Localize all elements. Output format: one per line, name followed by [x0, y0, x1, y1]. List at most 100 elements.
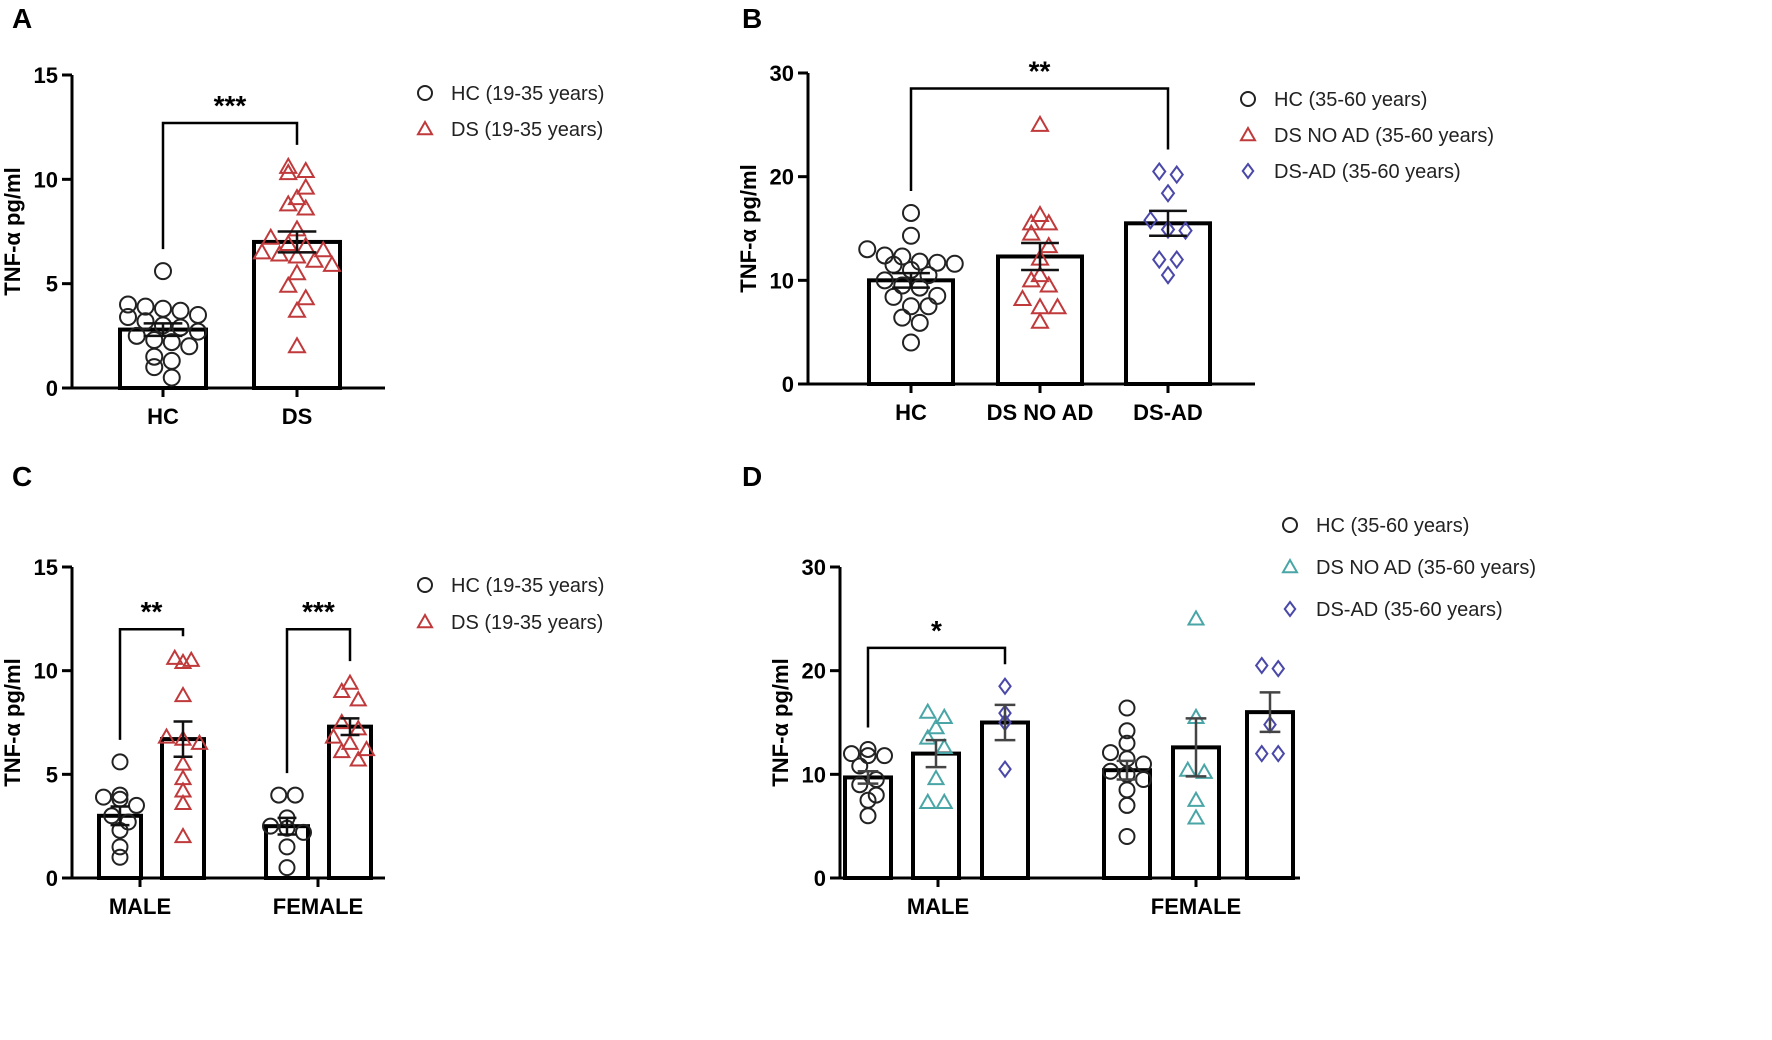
- y-axis-label: TNF-α pg/ml: [0, 167, 25, 295]
- data-point-triangle: [173, 827, 193, 844]
- data-point-circle: [1118, 699, 1136, 717]
- bar: [1124, 221, 1212, 386]
- data-point-triangle: [918, 728, 937, 745]
- legend-entry: DS-AD (35-60 years): [1316, 599, 1503, 621]
- bar-group: [1171, 609, 1221, 880]
- data-point-diamond: [1160, 219, 1176, 240]
- data-point-circle: [876, 747, 893, 765]
- data-point-circle: [154, 262, 172, 281]
- significance-bracket: [866, 646, 1007, 728]
- y-axis-label: TNF-α pg/ml: [768, 658, 793, 786]
- data-point-triangle: [190, 733, 209, 750]
- data-point-circle: [859, 740, 877, 758]
- data-point-circle: [1102, 762, 1119, 780]
- data-point-circle: [278, 859, 296, 877]
- bar-group: [157, 648, 209, 880]
- y-tick-label: 0: [46, 376, 58, 401]
- panel-a: A 0 5 10 15 TNF-α pg/ml HC DS *** HC (19-35 years…: [0, 3, 604, 429]
- data-point-triangle: [1030, 311, 1050, 329]
- significance-label: **: [141, 596, 163, 627]
- bar-group: [262, 786, 312, 881]
- bar-group: [1102, 699, 1152, 880]
- data-point-circle: [928, 286, 947, 305]
- data-point-triangle: [926, 718, 946, 735]
- data-point-triangle: [1195, 762, 1214, 779]
- y-tick-label: 15: [34, 555, 58, 580]
- data-point-circle: [884, 287, 903, 306]
- data-point-triangle: [252, 242, 272, 260]
- significance-bracket: [161, 121, 299, 250]
- data-point-triangle: [357, 739, 376, 757]
- bar-group: [324, 673, 376, 880]
- y-tick-label: 10: [802, 762, 826, 787]
- data-point-circle: [171, 301, 190, 320]
- y-tick-label: 5: [46, 762, 58, 787]
- data-point-circle: [128, 796, 145, 814]
- x-tick-label: HC: [147, 404, 179, 429]
- legend: HC (35-60 years) DS NO AD (35-60 years) DS…: [1281, 515, 1536, 621]
- data-point-circle: [180, 337, 199, 356]
- data-point-diamond: [1178, 220, 1193, 241]
- panel-b: B 0 10 20 30 TNF-α pg/ml HC DS NO AD DS-AD ** HC (…: [736, 3, 1494, 425]
- x-tick-label: FEMALE: [1151, 894, 1241, 919]
- legend: HC (19-35 years) DS (19-35 years): [416, 83, 604, 141]
- y-tick-label: 5: [46, 272, 58, 297]
- data-point-diamond: [1160, 183, 1176, 203]
- data-point-circle: [278, 838, 296, 856]
- data-point-circle: [145, 358, 164, 377]
- data-point-circle: [910, 252, 929, 271]
- data-point-triangle: [340, 673, 360, 690]
- data-point-circle: [136, 312, 155, 331]
- legend-entry: DS NO AD (35-60 years): [1274, 125, 1494, 147]
- data-point-triangle: [332, 681, 351, 699]
- data-point-triangle: [322, 254, 342, 272]
- data-point-triangle: [1030, 265, 1050, 283]
- legend-entry: HC (19-35 years): [451, 83, 604, 105]
- bar: [1245, 710, 1295, 881]
- y-tick-label: 10: [34, 659, 58, 684]
- data-point-circle: [111, 753, 129, 771]
- panel-label: D: [742, 461, 762, 492]
- data-point-triangle: [332, 712, 351, 730]
- data-point-triangle: [332, 742, 351, 759]
- data-point-diamond: [1143, 210, 1158, 230]
- bar-group: [1245, 656, 1295, 881]
- legend-diamond-icon: [1283, 600, 1297, 618]
- data-point-diamond: [998, 759, 1012, 779]
- bar-group: [996, 114, 1084, 386]
- data-point-triangle: [1030, 114, 1050, 132]
- panel-d: D 0 10 20 30 TNF-α pg/ml MALE FEMALE * HC (35-60 …: [742, 461, 1536, 919]
- legend-entry: DS (19-35 years): [451, 119, 603, 141]
- data-point-circle: [145, 331, 164, 350]
- data-point-circle: [851, 757, 869, 775]
- data-point-triangle: [1186, 609, 1206, 626]
- panel-label: B: [742, 3, 762, 34]
- legend-entry: DS NO AD (35-60 years): [1316, 557, 1536, 579]
- y-tick-label: 15: [34, 63, 58, 88]
- data-point-triangle: [182, 650, 201, 667]
- data-point-triangle: [313, 240, 333, 258]
- data-point-circle: [162, 333, 181, 352]
- data-point-circle: [1118, 734, 1136, 752]
- data-point-circle: [136, 297, 155, 316]
- legend-entry: HC (35-60 years): [1316, 515, 1469, 537]
- data-point-triangle: [173, 768, 193, 786]
- data-point-triangle: [918, 792, 937, 809]
- data-point-triangle: [1039, 213, 1059, 231]
- data-point-triangle: [1039, 236, 1059, 254]
- data-point-triangle: [296, 160, 316, 178]
- data-point-circle: [154, 299, 172, 318]
- data-point-diamond: [1254, 744, 1269, 763]
- data-point-triangle: [324, 727, 343, 744]
- data-point-triangle: [173, 793, 193, 810]
- significance-label: ***: [302, 596, 335, 627]
- x-tick-label: MALE: [109, 894, 171, 919]
- data-point-circle: [902, 333, 920, 352]
- data-point-triangle: [349, 750, 368, 767]
- x-tick-label: HC: [895, 400, 927, 425]
- data-point-circle: [910, 313, 929, 332]
- data-point-circle: [859, 791, 877, 809]
- data-point-triangle: [1021, 223, 1041, 241]
- data-point-circle: [902, 297, 920, 316]
